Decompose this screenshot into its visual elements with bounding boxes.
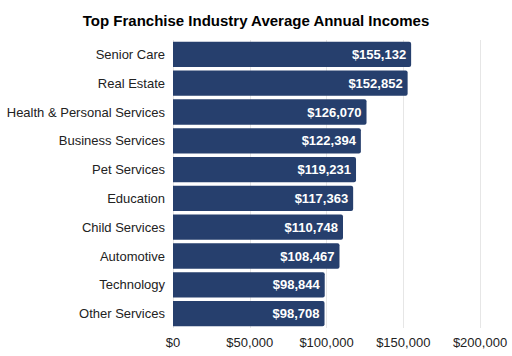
svg-text:Child Services: Child Services [82, 220, 166, 235]
svg-text:$126,070: $126,070 [307, 105, 361, 120]
svg-text:$98,844: $98,844 [273, 277, 321, 292]
svg-text:Other Services: Other Services [79, 306, 165, 321]
svg-text:Health & Personal Services: Health & Personal Services [7, 105, 166, 120]
svg-text:Real Estate: Real Estate [98, 76, 165, 91]
svg-text:Technology: Technology [99, 277, 165, 292]
svg-text:$200,000: $200,000 [453, 335, 507, 350]
svg-text:$122,394: $122,394 [302, 133, 357, 148]
svg-text:$119,231: $119,231 [298, 162, 352, 177]
svg-text:Senior Care: Senior Care [96, 47, 165, 62]
svg-text:$98,708: $98,708 [273, 306, 320, 321]
svg-text:Business Services: Business Services [59, 133, 166, 148]
svg-text:$155,132: $155,132 [352, 47, 406, 62]
svg-text:Automotive: Automotive [100, 249, 165, 264]
svg-text:$110,748: $110,748 [284, 220, 338, 235]
svg-text:$150,000: $150,000 [376, 335, 430, 350]
svg-text:$0: $0 [166, 335, 180, 350]
svg-text:$117,363: $117,363 [295, 191, 349, 206]
svg-text:$50,000: $50,000 [226, 335, 273, 350]
svg-text:$108,467: $108,467 [280, 249, 334, 264]
svg-text:Education: Education [107, 191, 165, 206]
svg-text:$100,000: $100,000 [299, 335, 353, 350]
svg-text:Top Franchise Industry Average: Top Franchise Industry Average Annual In… [83, 12, 429, 29]
svg-text:Pet Services: Pet Services [92, 162, 165, 177]
svg-text:$152,852: $152,852 [348, 76, 402, 91]
